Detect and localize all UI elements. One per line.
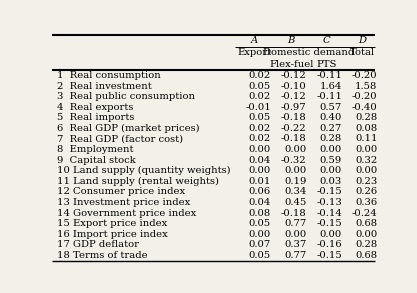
Text: 1.64: 1.64 (320, 81, 342, 91)
Text: 0.23: 0.23 (355, 177, 377, 186)
Text: 0.28: 0.28 (355, 113, 377, 122)
Text: 0.68: 0.68 (355, 219, 377, 228)
Text: Export: Export (237, 48, 271, 57)
Text: 9  Capital stock: 9 Capital stock (57, 156, 136, 165)
Text: 0.36: 0.36 (355, 198, 377, 207)
Text: 1.58: 1.58 (355, 81, 377, 91)
Text: 0.00: 0.00 (249, 230, 271, 239)
Text: -0.12: -0.12 (281, 92, 306, 101)
Text: 0.02: 0.02 (249, 134, 271, 144)
Text: 12 Consumer price index: 12 Consumer price index (57, 188, 185, 196)
Text: 0.27: 0.27 (320, 124, 342, 133)
Text: -0.97: -0.97 (281, 103, 306, 112)
Text: 0.06: 0.06 (249, 188, 271, 196)
Text: -0.24: -0.24 (352, 209, 377, 218)
Text: 13 Investment price index: 13 Investment price index (57, 198, 190, 207)
Text: 0.02: 0.02 (249, 71, 271, 80)
Text: -0.11: -0.11 (316, 71, 342, 80)
Text: 1  Real consumption: 1 Real consumption (57, 71, 161, 80)
Text: 5  Real imports: 5 Real imports (57, 113, 134, 122)
Text: 2  Real investment: 2 Real investment (57, 81, 152, 91)
Text: 0.26: 0.26 (355, 188, 377, 196)
Text: -0.22: -0.22 (281, 124, 306, 133)
Text: 0.03: 0.03 (320, 177, 342, 186)
Text: -0.18: -0.18 (281, 134, 306, 144)
Text: 4  Real exports: 4 Real exports (57, 103, 133, 112)
Text: 7  Real GDP (factor cost): 7 Real GDP (factor cost) (57, 134, 183, 144)
Text: 0.08: 0.08 (249, 209, 271, 218)
Text: Flex-fuel: Flex-fuel (269, 60, 314, 69)
Text: 0.11: 0.11 (355, 134, 377, 144)
Text: -0.15: -0.15 (316, 251, 342, 260)
Text: 0.00: 0.00 (355, 166, 377, 175)
Text: 0.32: 0.32 (355, 156, 377, 165)
Text: -0.18: -0.18 (281, 209, 306, 218)
Text: -0.11: -0.11 (316, 92, 342, 101)
Text: 0.05: 0.05 (249, 219, 271, 228)
Text: 8  Employment: 8 Employment (57, 145, 133, 154)
Text: 0.08: 0.08 (355, 124, 377, 133)
Text: D: D (358, 37, 367, 45)
Text: 18 Terms of trade: 18 Terms of trade (57, 251, 148, 260)
Text: 11 Land supply (rental weights): 11 Land supply (rental weights) (57, 177, 219, 186)
Text: 0.00: 0.00 (320, 230, 342, 239)
Text: -0.10: -0.10 (281, 81, 306, 91)
Text: -0.20: -0.20 (352, 92, 377, 101)
Text: -0.14: -0.14 (316, 209, 342, 218)
Text: -0.13: -0.13 (316, 198, 342, 207)
Text: 0.77: 0.77 (284, 219, 306, 228)
Text: 0.07: 0.07 (249, 240, 271, 249)
Text: 0.00: 0.00 (355, 230, 377, 239)
Text: 0.00: 0.00 (249, 166, 271, 175)
Text: 0.77: 0.77 (284, 251, 306, 260)
Text: -0.15: -0.15 (316, 188, 342, 196)
Text: A: A (251, 37, 258, 45)
Text: 0.05: 0.05 (249, 251, 271, 260)
Text: 16 Import price index: 16 Import price index (57, 230, 168, 239)
Text: 0.59: 0.59 (320, 156, 342, 165)
Text: 0.37: 0.37 (284, 240, 306, 249)
Text: 0.05: 0.05 (249, 113, 271, 122)
Text: 0.02: 0.02 (249, 124, 271, 133)
Text: 0.04: 0.04 (249, 198, 271, 207)
Text: 0.40: 0.40 (320, 113, 342, 122)
Text: 15 Export price index: 15 Export price index (57, 219, 167, 228)
Text: -0.32: -0.32 (281, 156, 306, 165)
Text: 3  Real public consumption: 3 Real public consumption (57, 92, 195, 101)
Text: Domestic demand: Domestic demand (264, 48, 355, 57)
Text: 0.00: 0.00 (284, 145, 306, 154)
Text: -0.15: -0.15 (316, 219, 342, 228)
Text: 0.00: 0.00 (320, 166, 342, 175)
Text: Total: Total (350, 48, 375, 57)
Text: -0.40: -0.40 (352, 103, 377, 112)
Text: -0.20: -0.20 (352, 71, 377, 80)
Text: 0.68: 0.68 (355, 251, 377, 260)
Text: 0.01: 0.01 (249, 177, 271, 186)
Text: 0.45: 0.45 (284, 198, 306, 207)
Text: 0.04: 0.04 (249, 156, 271, 165)
Text: 0.00: 0.00 (249, 145, 271, 154)
Text: 10 Land supply (quantity weights): 10 Land supply (quantity weights) (57, 166, 231, 175)
Text: 17 GDP deflator: 17 GDP deflator (57, 240, 139, 249)
Text: C: C (323, 37, 331, 45)
Text: 0.00: 0.00 (284, 166, 306, 175)
Text: PTS: PTS (317, 60, 337, 69)
Text: -0.16: -0.16 (317, 240, 342, 249)
Text: 14 Government price index: 14 Government price index (57, 209, 196, 218)
Text: 0.19: 0.19 (284, 177, 306, 186)
Text: 0.00: 0.00 (320, 145, 342, 154)
Text: B: B (288, 37, 295, 45)
Text: 0.05: 0.05 (249, 81, 271, 91)
Text: 0.02: 0.02 (249, 92, 271, 101)
Text: 0.00: 0.00 (284, 230, 306, 239)
Text: 0.28: 0.28 (320, 134, 342, 144)
Text: 0.34: 0.34 (284, 188, 306, 196)
Text: 0.00: 0.00 (355, 145, 377, 154)
Text: -0.12: -0.12 (281, 71, 306, 80)
Text: 0.57: 0.57 (320, 103, 342, 112)
Text: -0.18: -0.18 (281, 113, 306, 122)
Text: 0.28: 0.28 (355, 240, 377, 249)
Text: 6  Real GDP (market prices): 6 Real GDP (market prices) (57, 124, 200, 133)
Text: -0.01: -0.01 (245, 103, 271, 112)
